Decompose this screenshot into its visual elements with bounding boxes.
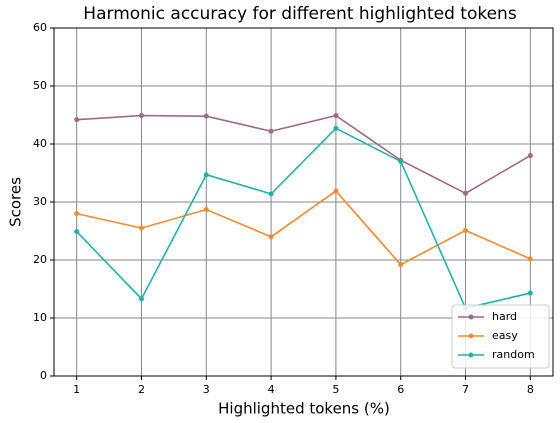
x-tick-label: 3: [203, 383, 210, 396]
point: [203, 207, 209, 213]
x-tick-label: 8: [527, 383, 534, 396]
point: [398, 158, 404, 164]
y-tick-label: 40: [33, 137, 47, 150]
point: [74, 229, 80, 235]
point: [333, 125, 339, 131]
legend-label: random: [492, 348, 535, 361]
y-tick-label: 30: [33, 195, 47, 208]
point: [138, 113, 144, 119]
line: [76, 189, 531, 266]
line: [76, 127, 531, 310]
x-tick-label: 1: [73, 383, 80, 396]
point: [203, 172, 209, 178]
y-tick-label: 10: [33, 311, 47, 324]
legend-label: easy: [492, 329, 518, 342]
x-tick-label: 5: [332, 383, 339, 396]
line: [76, 114, 531, 195]
legend-marker: [468, 314, 474, 320]
point: [463, 190, 469, 196]
legend-marker: [468, 352, 474, 358]
point: [268, 234, 274, 240]
point: [138, 225, 144, 231]
y-axis-label: Scores: [7, 177, 25, 227]
y-tick-label: 0: [40, 369, 47, 382]
point: [138, 296, 144, 302]
x-tick-label: 4: [268, 383, 275, 396]
point: [74, 211, 80, 217]
x-tick-label: 6: [397, 383, 404, 396]
legend: hard easy random: [451, 304, 550, 369]
point: [398, 262, 404, 268]
x-tick-label: 2: [138, 383, 145, 396]
legend-box: [451, 304, 550, 369]
y-tick-label: 60: [33, 21, 47, 34]
point: [463, 227, 469, 233]
point: [268, 128, 274, 134]
point: [74, 117, 80, 123]
point: [527, 256, 533, 262]
plot-frame: [53, 27, 554, 377]
point: [268, 191, 274, 197]
chart-title: Harmonic accuracy for different highligh…: [83, 4, 517, 24]
point: [333, 113, 339, 119]
point: [527, 153, 533, 159]
x-axis-label: Highlighted tokens (%): [218, 400, 390, 418]
point: [527, 290, 533, 296]
point: [203, 113, 209, 119]
y-tick-label: 20: [33, 253, 47, 266]
x-tick-label: 7: [462, 383, 469, 396]
legend-label: hard: [492, 310, 517, 323]
y-tick-label: 50: [33, 79, 47, 92]
point: [333, 188, 339, 194]
legend-marker: [468, 333, 474, 339]
